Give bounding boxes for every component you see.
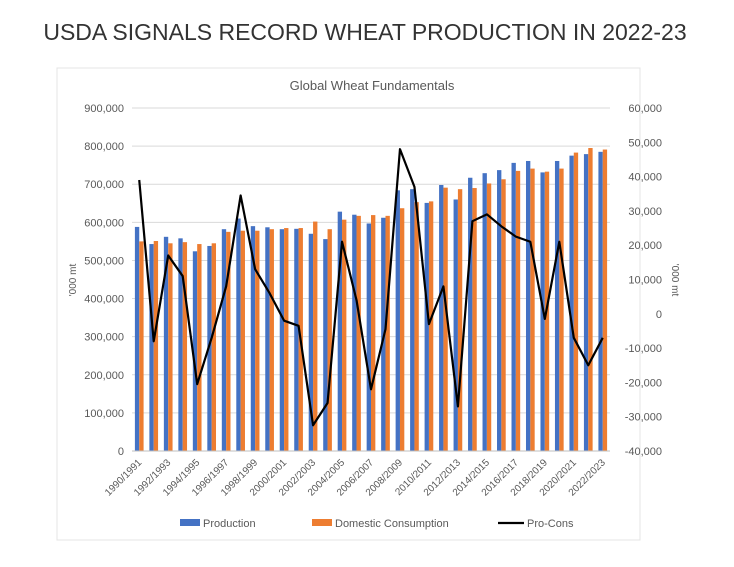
bar [356,215,361,451]
bar [207,245,212,451]
bar [588,148,593,451]
bar [342,219,347,451]
bar [149,244,154,451]
bar [139,241,144,451]
bar [501,179,506,452]
bar [515,170,521,451]
bar [399,208,405,451]
y2-tick-label: 30,000 [628,206,662,218]
bar [178,238,183,451]
bar [598,151,603,452]
bar [313,221,318,451]
bar [443,187,448,451]
y-tick-label: 400,000 [84,294,124,306]
y-tick-label: 900,000 [84,103,124,115]
y2-axis-label: '000 mt [669,264,680,297]
y2-tick-label: 10,000 [628,275,662,287]
line-series [138,148,604,427]
legend-swatch [312,519,332,526]
bar [554,160,560,452]
bar [182,242,188,451]
y2-tick-label: -40,000 [625,446,662,458]
bar [327,229,332,451]
bar [163,236,169,451]
bar [226,231,231,451]
y2-tick-label: -20,000 [625,377,662,389]
y2-tick-label: 50,000 [628,137,662,149]
y-tick-label: 600,000 [84,217,124,229]
bar [414,202,419,451]
legend-swatch [180,519,200,526]
bar [410,189,415,451]
y-tick-label: 200,000 [84,370,124,382]
bar [482,173,487,452]
bar [583,154,589,451]
bar [323,239,328,451]
bar [265,227,270,451]
bar [468,177,473,451]
legend-label: Pro-Cons [527,518,574,530]
bar [352,214,357,451]
bar [530,168,535,451]
bar [168,243,173,451]
bar [439,184,444,452]
bar [385,215,390,451]
y-tick-label: 0 [118,446,124,458]
bar [240,230,245,451]
bar [486,183,492,451]
bar [255,230,260,451]
y2-tick-label: 20,000 [628,240,662,252]
bar [497,170,502,452]
legend-label: Production [203,518,256,530]
y-tick-label: 500,000 [84,255,124,267]
bar [457,189,463,451]
y2-tick-label: -30,000 [625,412,662,424]
y2-tick-label: 40,000 [628,172,662,184]
bar [366,223,371,451]
bar [192,251,198,451]
y-tick-label: 300,000 [84,332,124,344]
bar [424,202,429,451]
y-tick-label: 100,000 [84,408,124,420]
bar [428,201,434,451]
bar [308,233,314,451]
bar [472,188,477,452]
bar [559,168,564,451]
bar [294,228,299,451]
legend-label: Domestic Consumption [335,518,449,530]
bar [236,218,241,451]
bar [153,241,159,451]
page-title: USDA SIGNALS RECORD WHEAT PRODUCTION IN … [43,19,686,45]
bar [250,226,256,451]
bar [371,215,376,451]
bar [525,160,531,452]
y-tick-label: 700,000 [84,179,124,191]
chart-title: Global Wheat Fundamentals [290,78,455,93]
y2-tick-label: 60,000 [628,103,662,115]
chart-frame [56,67,641,541]
bar [211,243,217,451]
bar [269,229,274,451]
y2-tick-label: 0 [656,309,662,321]
bar [197,244,202,451]
bar [511,162,516,451]
bar [569,155,574,451]
bar [221,229,227,451]
bar [279,229,285,451]
y-tick-label: 800,000 [84,141,124,153]
bar [395,190,400,451]
bar [453,199,458,451]
bar [602,149,608,451]
bar [134,226,140,451]
y2-tick-label: -10,000 [625,343,662,355]
bar [284,228,289,451]
y-axis-label: '000 mt [68,264,79,297]
bar [573,152,579,451]
bar [337,211,343,451]
